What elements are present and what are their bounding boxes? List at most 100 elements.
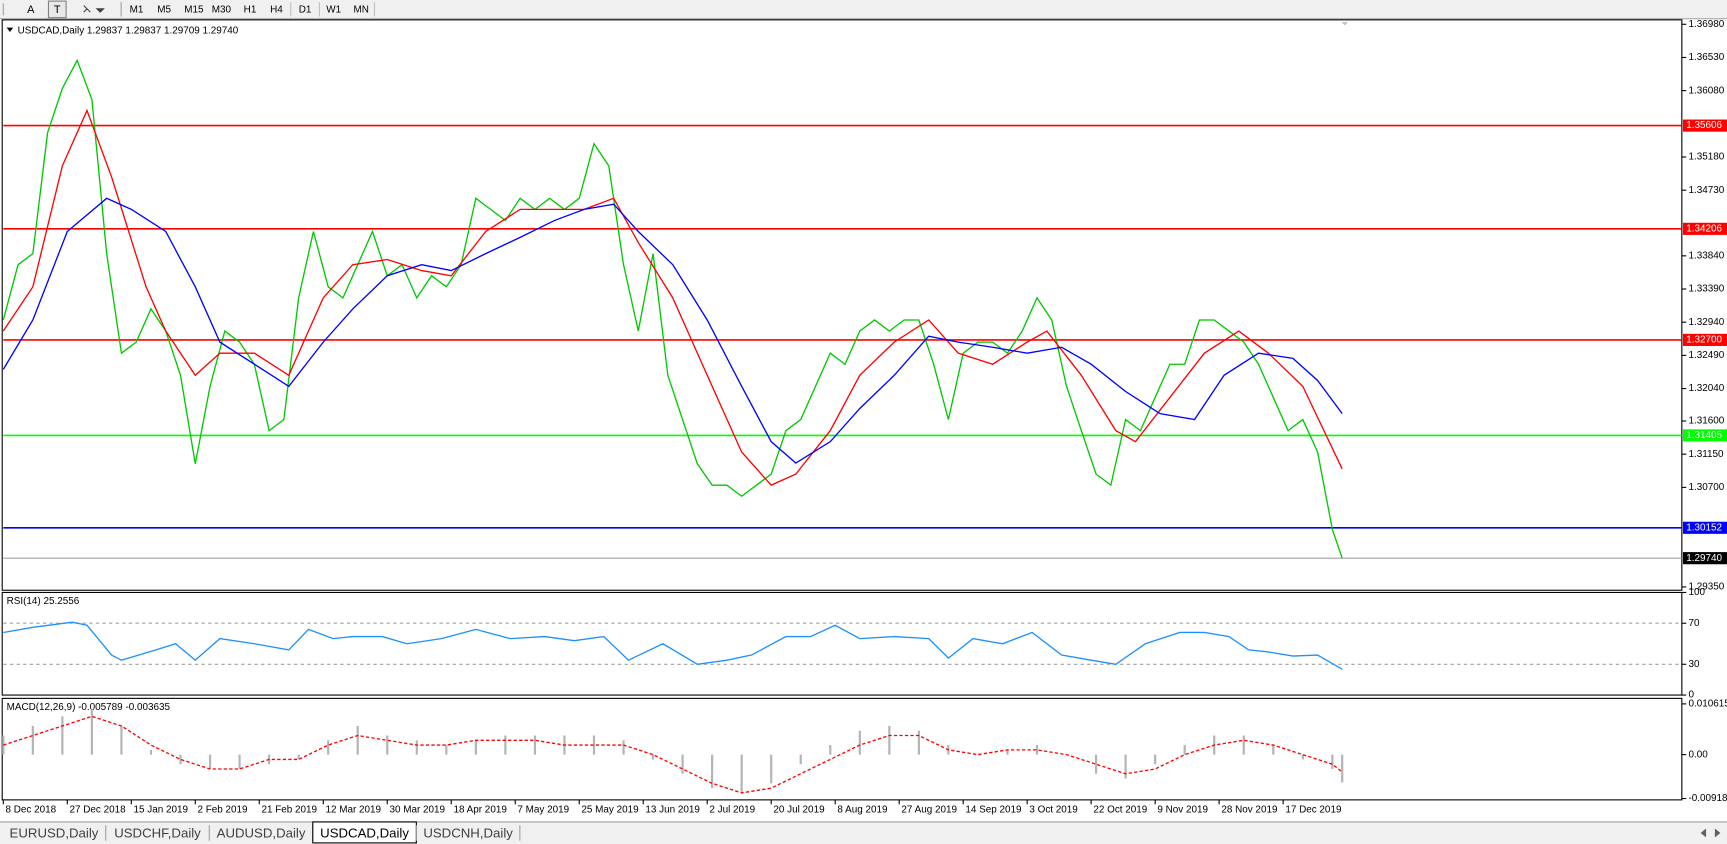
timeframe-button[interactable]: M30 bbox=[212, 5, 232, 16]
histogram-bar bbox=[90, 709, 94, 755]
y-tick-label: 0.010615 bbox=[1688, 699, 1727, 710]
histogram-bar bbox=[1183, 745, 1186, 755]
tab[interactable]: USDCNH,Daily bbox=[423, 826, 513, 841]
level-box bbox=[1682, 429, 1727, 442]
x-tick-label: 8 Dec 2018 bbox=[6, 804, 57, 815]
panel-title: RSI(14) 25.2556 bbox=[7, 596, 80, 607]
x-tick-label: 22 Oct 2019 bbox=[1093, 804, 1147, 815]
x-tick-label: 8 Aug 2019 bbox=[837, 804, 888, 815]
y-tick-label: 1.36530 bbox=[1688, 52, 1724, 63]
tab[interactable]: AUDUSD,Daily bbox=[217, 826, 306, 841]
x-tick-label: 9 Nov 2019 bbox=[1157, 804, 1208, 815]
histogram-bar bbox=[770, 754, 773, 784]
histogram-bar bbox=[120, 725, 123, 755]
x-tick-label: 20 Jul 2019 bbox=[773, 804, 825, 815]
timeframe-button[interactable]: MN bbox=[354, 5, 369, 16]
histogram-bar bbox=[1301, 754, 1304, 760]
level-label: 1.35606 bbox=[1686, 120, 1722, 131]
tab[interactable]: USDCHF,Daily bbox=[114, 826, 201, 841]
tab[interactable]: USDCAD,Daily bbox=[320, 826, 409, 841]
x-tick-label: 17 Dec 2019 bbox=[1285, 804, 1342, 815]
pen-tool[interactable] bbox=[83, 5, 105, 13]
y-tick-label: 1.35180 bbox=[1688, 152, 1724, 163]
level-label: 1.30152 bbox=[1686, 522, 1722, 533]
histogram-bar bbox=[31, 725, 34, 755]
histogram-bar bbox=[149, 749, 153, 755]
y-tick-label: 1.33840 bbox=[1688, 250, 1724, 261]
y-tick-label: 0.00 bbox=[1688, 749, 1708, 760]
y-tick-label: 1.34730 bbox=[1688, 185, 1724, 196]
y-tick-label: 1.30700 bbox=[1688, 482, 1724, 493]
x-tick-label: 3 Oct 2019 bbox=[1029, 804, 1078, 815]
histogram-bar bbox=[976, 754, 980, 756]
level-box bbox=[1682, 333, 1727, 346]
tool-label[interactable]: T bbox=[54, 4, 61, 16]
series-line bbox=[2, 108, 1343, 486]
series-line bbox=[3, 715, 1343, 794]
histogram-bar bbox=[356, 725, 359, 755]
x-tick-label: 2 Feb 2019 bbox=[197, 804, 248, 815]
y-tick-label: 100 bbox=[1688, 587, 1705, 598]
series-line bbox=[3, 621, 1343, 670]
histogram-bar bbox=[238, 754, 241, 769]
rsi-panel bbox=[1, 591, 1683, 696]
shift-marker bbox=[1341, 22, 1349, 26]
histogram-bar bbox=[474, 740, 477, 755]
timeframe-button[interactable]: M15 bbox=[184, 5, 204, 16]
tab[interactable]: EURUSD,Daily bbox=[10, 826, 99, 841]
timeframe-button[interactable]: M1 bbox=[130, 5, 144, 16]
x-tick-label: 18 Apr 2019 bbox=[453, 804, 507, 815]
histogram-bar bbox=[1272, 745, 1275, 755]
histogram-bar bbox=[1331, 754, 1334, 769]
histogram-bar bbox=[888, 725, 891, 755]
histogram-bar bbox=[297, 754, 300, 760]
tool-button[interactable] bbox=[47, 0, 67, 19]
histogram-bar bbox=[917, 730, 920, 755]
timeframe-button[interactable]: H1 bbox=[244, 5, 257, 16]
x-tick-label: 13 Jun 2019 bbox=[645, 804, 700, 815]
y-tick-label: 1.36980 bbox=[1688, 19, 1724, 30]
x-tick-label: 27 Aug 2019 bbox=[901, 804, 957, 815]
histogram-bar bbox=[208, 754, 212, 769]
y-tick-label: 0 bbox=[1688, 690, 1694, 701]
histogram-bar bbox=[504, 735, 507, 755]
y-tick-label: 1.32040 bbox=[1688, 383, 1724, 394]
histogram-bar bbox=[1094, 754, 1098, 774]
current-price-label: 1.29740 bbox=[1686, 553, 1722, 564]
timeframe-button[interactable]: M5 bbox=[157, 5, 171, 16]
level-label: 1.32700 bbox=[1686, 335, 1722, 346]
level-label: 1.31405 bbox=[1686, 430, 1722, 441]
histogram-bar bbox=[592, 735, 596, 755]
y-tick-label: 1.31600 bbox=[1688, 416, 1724, 427]
timeframe-button[interactable]: H4 bbox=[270, 5, 283, 16]
histogram-bar bbox=[651, 754, 655, 760]
price-panel bbox=[1, 19, 1683, 591]
tool-label[interactable]: A bbox=[27, 4, 35, 16]
histogram-bar bbox=[533, 735, 537, 755]
level-box bbox=[1682, 119, 1727, 132]
histogram-bar bbox=[799, 754, 802, 765]
x-tick-label: 25 May 2019 bbox=[581, 804, 639, 815]
scroll-left[interactable] bbox=[1700, 828, 1707, 838]
histogram-bar bbox=[858, 730, 861, 755]
y-tick-label: 1.36080 bbox=[1688, 85, 1724, 96]
histogram-bar bbox=[622, 740, 625, 755]
y-tick-label: 30 bbox=[1688, 659, 1699, 670]
histogram-bar bbox=[1035, 745, 1039, 755]
timeframe-button[interactable]: D1 bbox=[299, 5, 312, 16]
x-tick-label: 27 Dec 2018 bbox=[69, 804, 126, 815]
level-box bbox=[1682, 222, 1727, 235]
timeframe-button[interactable]: W1 bbox=[326, 5, 341, 16]
x-tick-label: 7 May 2019 bbox=[517, 804, 569, 815]
x-tick-label: 2 Jul 2019 bbox=[709, 804, 755, 815]
scroll-right[interactable] bbox=[1714, 828, 1721, 838]
y-tick-label: 1.32940 bbox=[1688, 317, 1724, 328]
histogram-bar bbox=[327, 740, 330, 755]
collapse-arrow[interactable] bbox=[6, 27, 14, 32]
x-tick-label: 28 Nov 2019 bbox=[1221, 804, 1278, 815]
histogram-bar bbox=[1006, 749, 1009, 755]
x-tick-label: 21 Feb 2019 bbox=[261, 804, 317, 815]
y-tick-label: 1.31150 bbox=[1688, 449, 1724, 460]
y-tick-label: 1.32490 bbox=[1688, 350, 1724, 361]
